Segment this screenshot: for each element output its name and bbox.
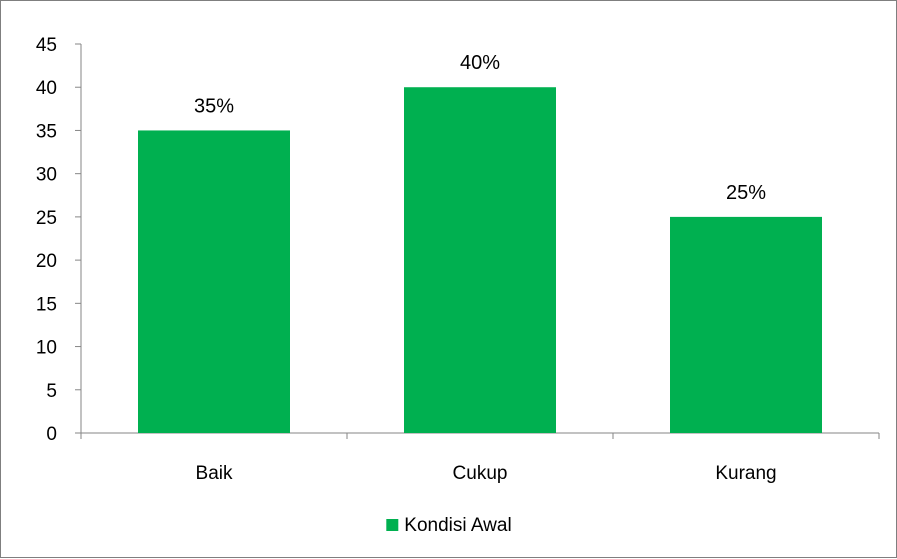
y-tick-label: 40 [36, 78, 57, 99]
legend-swatch [386, 519, 399, 531]
y-tick-label: 0 [46, 424, 57, 445]
y-tick-label: 30 [36, 165, 57, 186]
y-tick-label: 25 [36, 208, 57, 229]
x-tick-label: Baik [196, 463, 233, 484]
bar-kurang [670, 216, 822, 433]
data-label: 40% [460, 52, 500, 74]
y-axis: 0 5 10 15 20 25 30 35 40 45 [36, 35, 82, 445]
bar-cukup [404, 87, 556, 433]
y-tick-label: 10 [36, 338, 57, 359]
x-tick-label: Kurang [715, 463, 776, 484]
data-label: 35% [194, 95, 234, 117]
legend: Kondisi Awal [386, 515, 512, 536]
data-labels: 35% 40% 25% [194, 52, 766, 204]
y-tick-label: 15 [36, 294, 57, 315]
bars [138, 87, 822, 433]
bar-baik [138, 130, 290, 433]
legend-label: Kondisi Awal [404, 515, 511, 536]
x-axis: Baik Cukup Kurang [80, 432, 880, 484]
y-tick-label: 20 [36, 251, 57, 272]
y-tick-label: 5 [46, 381, 57, 402]
x-tick-label: Cukup [453, 463, 508, 484]
y-tick-label: 35 [36, 121, 57, 142]
y-tick-label: 45 [36, 35, 57, 56]
data-label: 25% [726, 182, 766, 204]
